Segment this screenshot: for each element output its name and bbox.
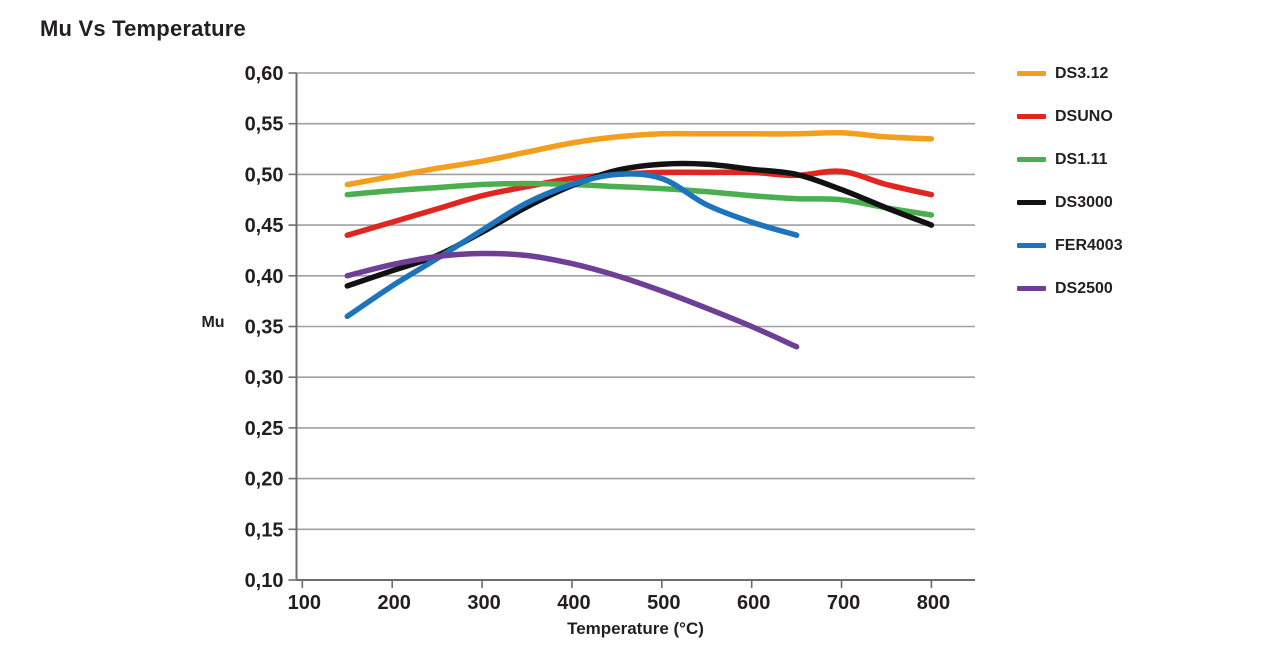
x-tick-label: 200	[378, 592, 411, 614]
y-tick-label: 0,45	[245, 215, 284, 237]
legend-label: FER4003	[1055, 236, 1123, 254]
y-tick-label: 0,35	[245, 317, 284, 339]
series-line-DS1.11	[344, 180, 935, 218]
legend-item-FER4003: FER4003	[1017, 236, 1123, 255]
legend-label: DS1.11	[1055, 150, 1108, 168]
y-tick-label: 0,15	[245, 519, 284, 541]
legend-color-swatch	[1017, 286, 1046, 291]
series-line-DS2500	[344, 250, 800, 350]
x-tick-label: 500	[647, 592, 680, 614]
chart-title: Mu Vs Temperature	[40, 16, 246, 41]
legend-color-swatch	[1017, 157, 1046, 162]
x-tick-label: 800	[917, 592, 950, 614]
legend-label: DS3.12	[1055, 64, 1109, 82]
y-tick-label: 0,50	[245, 164, 284, 186]
legend-color-swatch	[1017, 71, 1046, 76]
y-tick-label: 0,60	[245, 63, 284, 85]
y-tick-label: 0,40	[245, 266, 284, 288]
y-tick-label: 0,20	[245, 469, 284, 491]
y-tick-label: 0,55	[245, 114, 284, 136]
series-line-DS3.12	[344, 129, 935, 188]
y-tick-label: 0,10	[245, 570, 284, 592]
legend-color-swatch	[1017, 243, 1046, 248]
series-line-FER4003	[344, 171, 800, 320]
y-tick-label: 0,25	[245, 418, 284, 440]
legend: DS3.12 DSUNO DS1.11 DS3000 FER4003 DS2500	[1017, 64, 1123, 322]
x-tick-label: 400	[557, 592, 590, 614]
legend-item-DS1.11: DS1.11	[1017, 150, 1123, 169]
legend-label: DSUNO	[1055, 107, 1113, 125]
legend-item-DS2500: DS2500	[1017, 279, 1123, 298]
y-tick-label: 0,30	[245, 367, 284, 389]
x-tick-label: 700	[827, 592, 860, 614]
y-axis-title: Mu	[201, 314, 225, 331]
legend-color-swatch	[1017, 200, 1046, 205]
legend-label: DS2500	[1055, 279, 1113, 297]
x-axis-title: Temperature (°C)	[567, 619, 704, 638]
legend-item-DS3.12: DS3.12	[1017, 64, 1123, 83]
x-tick-label: 300	[467, 592, 500, 614]
x-tick-label: 600	[737, 592, 770, 614]
legend-label: DS3000	[1055, 193, 1113, 211]
legend-item-DSUNO: DSUNO	[1017, 107, 1123, 126]
legend-item-DS3000: DS3000	[1017, 193, 1123, 212]
x-tick-label: 100	[288, 592, 321, 614]
legend-color-swatch	[1017, 114, 1046, 119]
